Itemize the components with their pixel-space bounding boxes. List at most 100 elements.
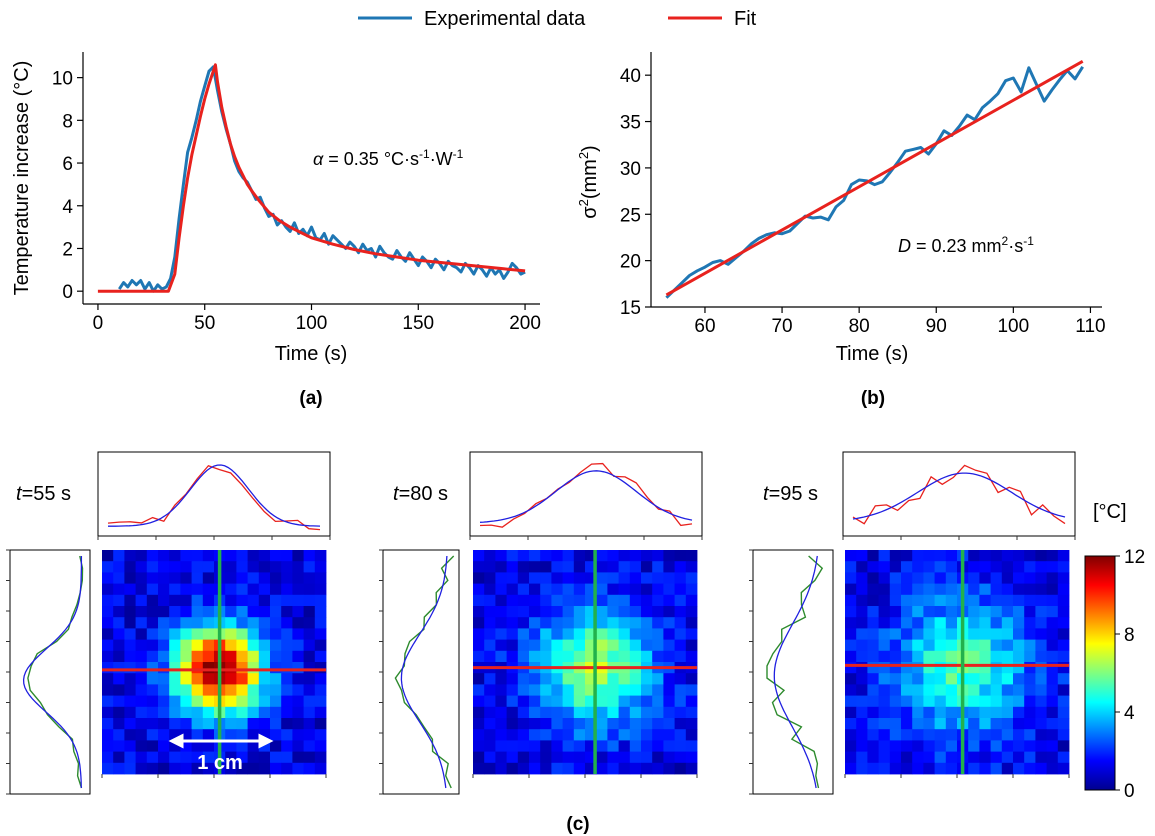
heatmap-cell [889,684,902,696]
heatmap-cell [158,718,170,730]
heatmap-cell [124,594,136,607]
heatmap-cell [1013,662,1025,674]
heatmap-cell [990,718,1003,730]
heatmap-cell [113,628,125,640]
heatmap-cell [629,606,642,618]
heatmap-cell [573,706,586,719]
heatmap-cell [652,718,664,730]
heatmap-cell [191,639,204,652]
heatmap-cell [573,684,586,696]
panel-b-ytick-label: 20 [620,252,641,273]
heatmap-cell [1001,628,1014,640]
heatmap-cell [1024,762,1036,775]
heatmap-cell [685,617,698,629]
heatmap-cell [652,617,664,629]
heatmap-cell [158,583,170,596]
heatmap-cell [158,561,170,573]
heatmap-cell [685,751,698,764]
heatmap-cell [889,583,902,596]
heatmap-cell [674,706,687,719]
heatmap-cell [878,594,891,607]
heatmap-cell [1001,650,1014,663]
heatmap-cell [517,762,530,775]
heatmap-cell [517,740,530,752]
heatmap-cell [663,684,675,696]
heatmap-cell [113,740,125,752]
heatmap-cell [270,628,282,640]
heatmap-cell [979,673,991,685]
heatmap-cell [292,684,304,696]
heatmap-cell [1024,594,1036,607]
heatmap-cell [247,729,260,741]
heatmap-cell [506,729,519,741]
heatmap-cell [135,550,148,562]
heatmap-cell [551,606,563,618]
heatmap-cell [247,639,260,652]
heatmap-cell [517,684,530,696]
heatmap-cell [247,606,260,618]
heatmap-cell [573,583,586,596]
heatmap-cell [529,583,541,596]
heatmap-cell [495,650,507,663]
heatmap-cell [314,662,327,674]
heatmap-cell [135,606,148,618]
heatmap-cell [258,550,271,562]
heatmap-cell [258,706,271,719]
heatmap-cell [1046,617,1059,629]
heatmap-cell [135,639,148,652]
heatmap-cell [551,762,563,775]
heatmap-cell [1024,695,1036,708]
heatmap-cell [236,572,248,584]
heatmap-cell [979,617,991,629]
heatmap-cell [968,762,980,775]
panel-b-ytick-label: 35 [620,113,641,134]
heatmap-cell [596,751,608,764]
heatmap-cell [934,583,947,596]
heatmap-cell [146,561,159,573]
heatmap-cell [596,561,608,573]
heatmap-cell [270,617,282,629]
heatmap-cell [1057,550,1070,562]
heatmap-cell [258,684,271,696]
heatmap-cell [292,740,304,752]
heatmap-cell [303,617,316,629]
heatmap-cell [270,561,282,573]
heatmap-cell [867,740,879,752]
heatmap-cell [629,550,642,562]
heatmap-cell [292,550,304,562]
heatmap-cell [169,695,181,708]
heatmap-cell [529,617,541,629]
heatmap-cell [1046,695,1059,708]
heatmap-cell [585,594,597,607]
panel-b-ytick-label: 40 [620,66,641,87]
heatmap-cell [573,729,586,741]
heatmap-cell [169,617,181,629]
heatmap-cell [990,706,1003,719]
top-profile-fit [479,470,693,523]
heatmap-cell [912,594,924,607]
heatmap-cell [945,583,958,596]
panel-b-xtick-label: 90 [926,316,947,337]
heatmap-cell [979,628,991,640]
heatmap-cell [303,762,316,775]
heatmap-cell [618,550,631,562]
heatmap-cell [945,650,958,663]
heatmap-cell [867,561,879,573]
heatmap-cell [856,706,868,719]
heatmap-cell [225,718,237,730]
heatmap-cell [281,718,293,730]
heatmap-cell [629,751,642,764]
heatmap-cell [247,684,260,696]
heatmap-cell [685,594,698,607]
heatmap-cell [979,594,991,607]
heatmap-cell [889,650,902,663]
heatmap-cell [1046,583,1059,596]
heatmap-cell [529,606,541,618]
heatmap-cell [314,550,327,562]
heatmap-cell [225,628,237,640]
heatmap-cell [292,606,304,618]
heatmap-cell [573,628,586,640]
heatmap-cell [484,695,496,708]
heatmap-cell [529,572,541,584]
heatmap-cell [1046,572,1059,584]
